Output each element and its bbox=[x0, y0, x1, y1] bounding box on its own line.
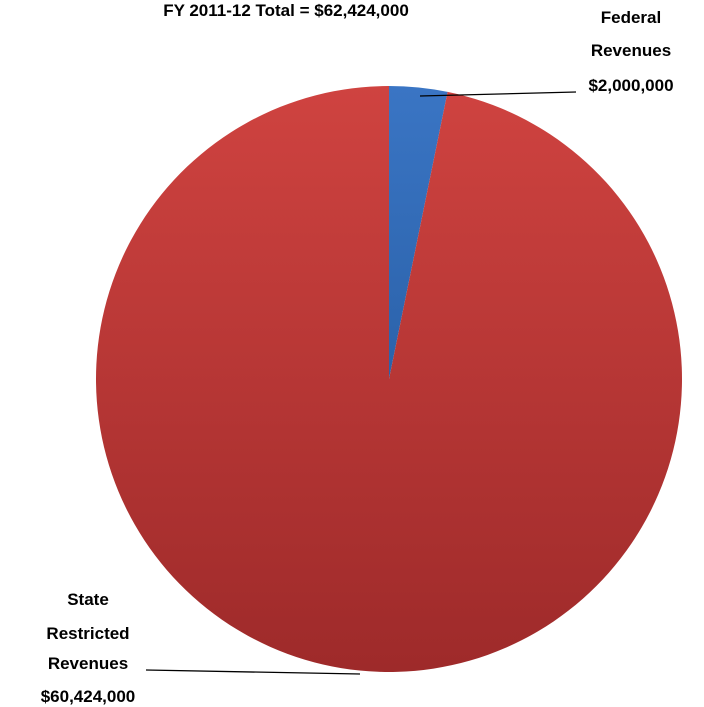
slice-state-restricted-revenues bbox=[95, 86, 683, 672]
federal-label-line-3: $2,000,000 bbox=[588, 76, 673, 95]
state-leader-line bbox=[145, 669, 361, 675]
chart-title: FY 2011-12 Total = $62,424,000 bbox=[163, 1, 409, 20]
federal-label-line-1: Federal bbox=[601, 8, 661, 27]
federal-leader-line bbox=[419, 91, 577, 97]
state-label-line-3: Revenues bbox=[48, 654, 128, 673]
state-label-line-1: State bbox=[67, 590, 109, 609]
label-federal-revenues: Federal Revenues $2,000,000 bbox=[419, 8, 674, 97]
label-state-restricted-revenues: State Restricted Revenues $60,424,000 bbox=[41, 590, 361, 706]
state-label-line-4: $60,424,000 bbox=[41, 687, 136, 706]
federal-label-line-2: Revenues bbox=[591, 41, 671, 60]
slice-federal-revenues bbox=[389, 86, 448, 379]
pie-slices bbox=[95, 86, 683, 672]
state-label-line-2: Restricted bbox=[46, 624, 129, 643]
